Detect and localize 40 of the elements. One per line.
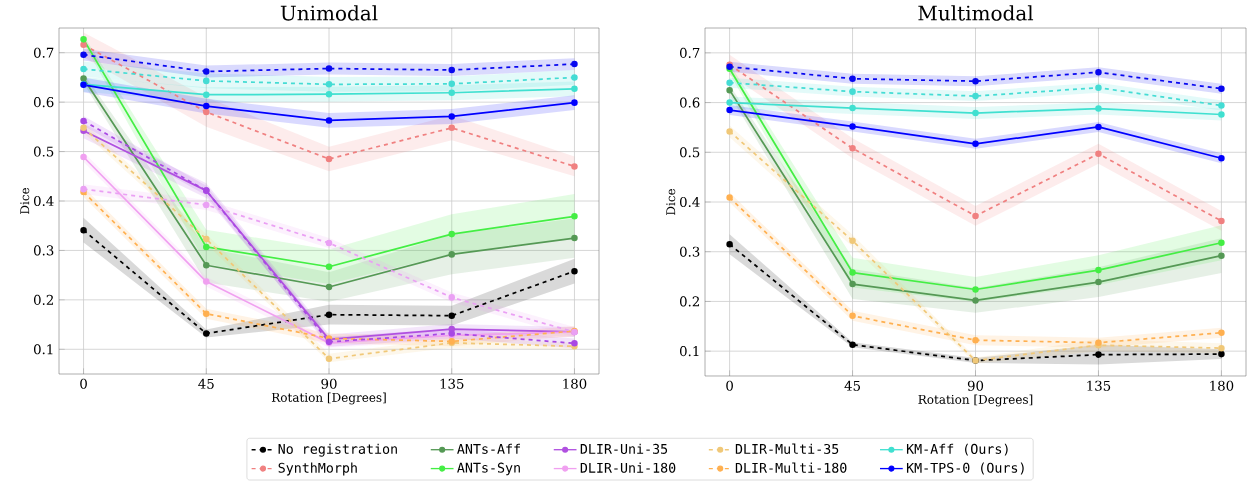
y-axis-title: Dice: [20, 187, 30, 214]
x-tick-label: 135: [1087, 380, 1111, 391]
x-tick-label: 0: [726, 380, 733, 391]
x-tick-label: 180: [1210, 380, 1234, 391]
legend-label: KM-Aff (Ours): [906, 443, 1008, 456]
legend-label: ANTs-Aff: [457, 443, 520, 454]
x-tick-label: 90: [321, 378, 337, 389]
y-tick-label: 0.1: [679, 346, 699, 357]
y-tick-label: 0.3: [33, 245, 54, 256]
y-tick-label: 0.6: [679, 97, 700, 108]
y-tick-label: 0.5: [33, 146, 54, 157]
x-tick-label: 0: [80, 378, 87, 389]
x-tick-label: 90: [967, 380, 984, 391]
x-tick-label: 45: [844, 380, 861, 391]
y-tick-label: 0.3: [679, 246, 700, 257]
chart-title: Unimodal: [280, 5, 378, 21]
x-tick-label: 135: [440, 378, 464, 389]
legend-label: DLIR-Uni-180: [580, 462, 676, 473]
x-axis-title: Rotation [Degrees]: [271, 392, 386, 405]
y-tick-label: 0.4: [33, 195, 54, 207]
y-tick-label: 0.4: [679, 196, 700, 208]
legend-label: No registration: [278, 443, 397, 457]
y-tick-label: 0.7: [679, 47, 700, 58]
legend-label: SynthMorph: [278, 462, 357, 476]
y-axis-title: Dice: [666, 188, 676, 215]
x-tick-label: 45: [198, 378, 214, 389]
y-tick-label: 0.7: [33, 47, 54, 58]
legend-label: DLIR-Multi-180: [735, 462, 847, 473]
y-tick-label: 0.1: [33, 344, 53, 355]
y-tick-label: 0.6: [33, 97, 54, 108]
y-tick-label: 0.2: [679, 296, 699, 307]
x-tick-label: 180: [563, 378, 587, 389]
legend-label: DLIR-Multi-35: [735, 443, 839, 454]
legend-label: KM-TPS-0 (Ours): [906, 462, 1024, 475]
legend-label: DLIR-Uni-35: [580, 443, 668, 454]
x-axis-title: Rotation [Degrees]: [918, 394, 1033, 407]
y-tick-label: 0.2: [33, 294, 53, 305]
chart-title: Multimodal: [918, 5, 1034, 21]
legend-label: ANTs-Syn: [457, 462, 520, 476]
y-tick-label: 0.5: [679, 147, 700, 158]
